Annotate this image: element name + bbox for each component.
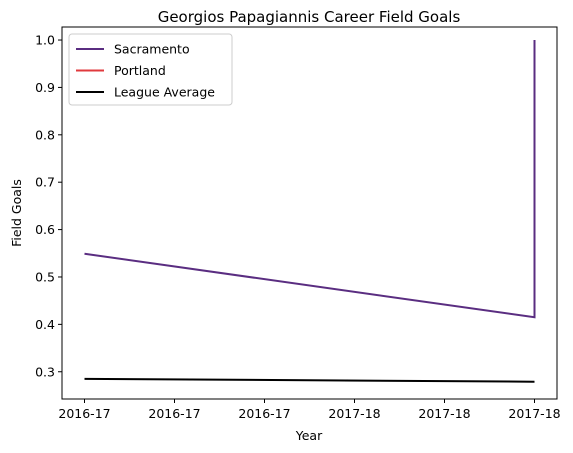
y-tick-label: 0.9 xyxy=(35,80,55,95)
y-tick-label: 0.3 xyxy=(35,364,55,379)
plot-area xyxy=(84,40,536,383)
x-tick-label: 2016-17 xyxy=(148,406,200,421)
y-axis-label: Field Goals xyxy=(9,179,24,247)
x-tick-label: 2016-17 xyxy=(58,406,110,421)
x-tick-label: 2016-17 xyxy=(238,406,290,421)
y-tick-label: 0.6 xyxy=(35,222,55,237)
legend-frame xyxy=(68,33,233,106)
series-line-2 xyxy=(84,377,535,383)
legend: Sacramento Portland League Average xyxy=(68,33,233,106)
y-tick-label: 0.4 xyxy=(35,317,55,332)
y-tick-label: 0.5 xyxy=(35,269,55,284)
x-axis: 2016-17 2016-17 2016-17 2017-18 2017-18 2017-… xyxy=(58,399,561,421)
legend-entry: Portland xyxy=(114,63,166,78)
x-tick-label: 2017-18 xyxy=(508,406,560,421)
x-tick-label: 2017-18 xyxy=(328,406,380,421)
y-tick-label: 0.8 xyxy=(35,127,55,142)
y-tick-label: 1.0 xyxy=(35,33,55,48)
y-axis: 0.3 0.4 0.5 0.6 0.7 0.8 0.9 1.0 xyxy=(35,33,62,379)
x-axis-label: Year xyxy=(295,428,323,443)
series-line-0 xyxy=(84,40,536,319)
plot-frame xyxy=(61,26,558,400)
x-tick-label: 2017-18 xyxy=(418,406,470,421)
y-tick-label: 0.7 xyxy=(35,175,55,190)
legend-entry: Sacramento xyxy=(114,42,190,57)
chart-title: Georgios Papagiannis Career Field Goals xyxy=(158,8,461,26)
legend-entry: League Average xyxy=(114,85,215,100)
